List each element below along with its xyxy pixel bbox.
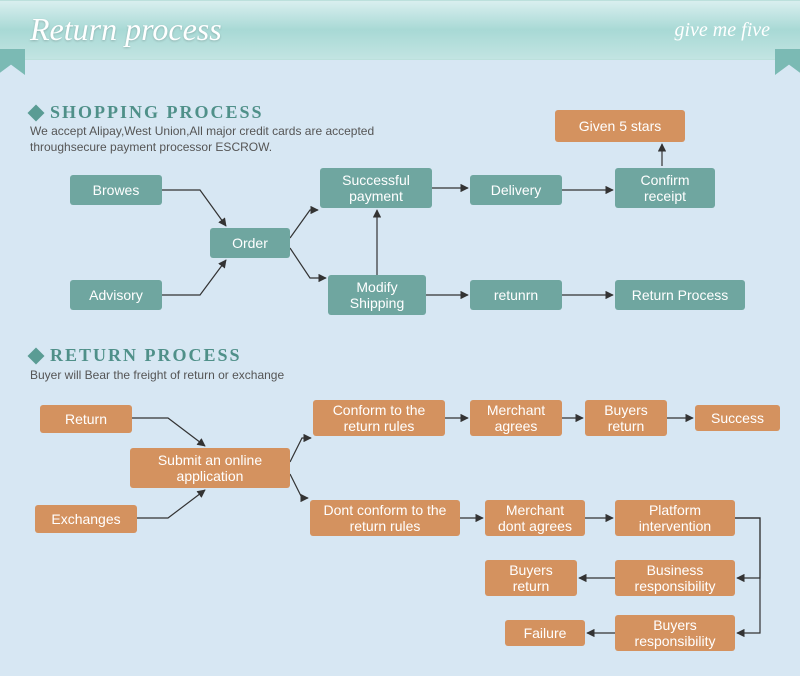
edge xyxy=(735,518,760,633)
section-return-note: Buyer will Bear the freight of return or… xyxy=(30,368,284,384)
node-pay: Successful payment xyxy=(320,168,432,208)
node-delivery: Delivery xyxy=(470,175,562,205)
section-return-title: RETURN PROCESS xyxy=(50,345,242,366)
node-order: Order xyxy=(210,228,290,258)
diamond-icon xyxy=(28,347,45,364)
edge xyxy=(290,438,311,462)
node-confirm: Confirm receipt xyxy=(615,168,715,208)
node-success: Success xyxy=(695,405,780,431)
banner-tagline: give me five xyxy=(675,19,771,42)
node-b_ret2: Buyers return xyxy=(485,560,577,596)
node-submit: Submit an online application xyxy=(130,448,290,488)
banner-title: Return process xyxy=(30,11,222,48)
edge xyxy=(290,210,318,238)
edge xyxy=(290,474,308,498)
edge xyxy=(735,518,760,578)
node-exch: Exchanges xyxy=(35,505,137,533)
node-m_dis: Merchant dont agrees xyxy=(485,500,585,536)
node-failure: Failure xyxy=(505,620,585,646)
section-shopping-note: We accept Alipay,West Union,All major cr… xyxy=(30,124,430,155)
edge xyxy=(162,190,226,226)
node-plat: Platform intervention xyxy=(615,500,735,536)
node-return: Return xyxy=(40,405,132,433)
node-modship: Modify Shipping xyxy=(328,275,426,315)
node-m_agree: Merchant agrees xyxy=(470,400,562,436)
node-b_resp: Buyers responsibility xyxy=(615,615,735,651)
node-biz: Business responsibility xyxy=(615,560,735,596)
edge xyxy=(162,260,226,295)
node-retnrn: retunrn xyxy=(470,280,562,310)
ribbon-right xyxy=(775,49,800,75)
node-stars: Given 5 stars xyxy=(555,110,685,142)
section-shopping-title: SHOPPING PROCESS xyxy=(50,102,264,123)
ribbon-left xyxy=(0,49,25,75)
node-dontconf: Dont conform to the return rules xyxy=(310,500,460,536)
section-shopping-header: SHOPPING PROCESS xyxy=(30,102,264,123)
banner: Return process give me five xyxy=(0,0,800,60)
diamond-icon xyxy=(28,104,45,121)
node-advisory: Advisory xyxy=(70,280,162,310)
node-b_ret1: Buyers return xyxy=(585,400,667,436)
edge xyxy=(132,418,205,446)
node-browse: Browes xyxy=(70,175,162,205)
section-return-header: RETURN PROCESS xyxy=(30,345,242,366)
edge xyxy=(290,248,326,278)
node-conform: Conform to the return rules xyxy=(313,400,445,436)
node-retproc: Return Process xyxy=(615,280,745,310)
edge xyxy=(137,490,205,518)
